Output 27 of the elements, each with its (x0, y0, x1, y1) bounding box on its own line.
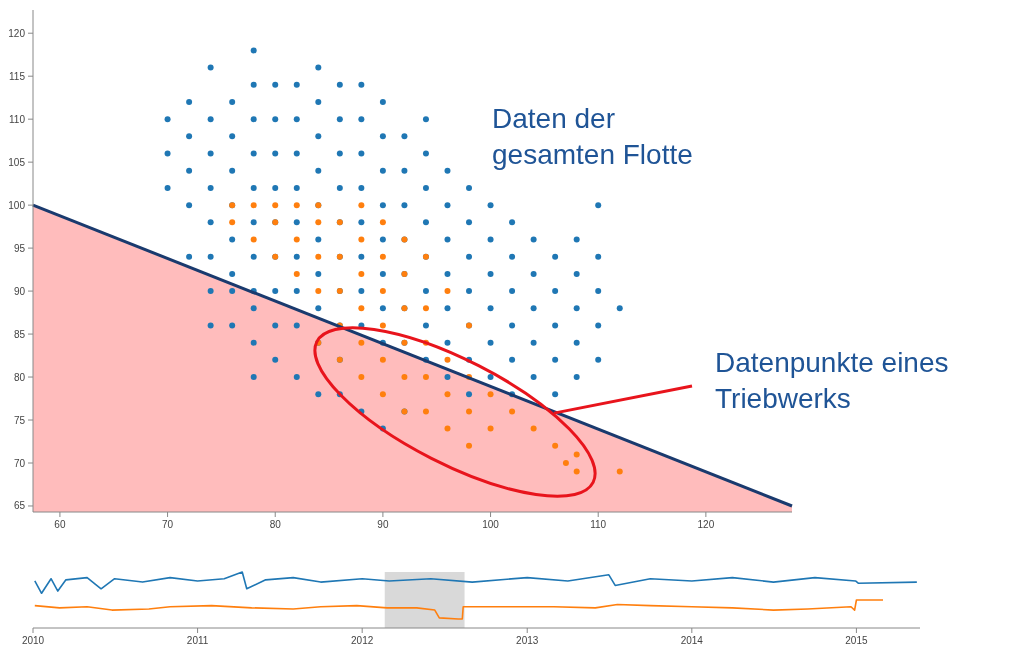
y-tick-label: 90 (13, 285, 26, 297)
x-tick-label: 60 (54, 519, 66, 530)
x-tick-label: 2015 (845, 635, 868, 646)
y-tick-label: 110 (9, 113, 26, 125)
annotation: Daten der gesamten Flotte (492, 103, 693, 170)
x-tick-label: 80 (269, 519, 282, 530)
y-tick-label: 65 (13, 500, 26, 512)
x-tick-label: 2011 (186, 635, 209, 646)
y-tick-label: 105 (8, 156, 26, 168)
x-tick-label: 90 (377, 519, 389, 530)
x-tick-label: 120 (697, 519, 715, 530)
y-tick-label: 70 (13, 457, 26, 469)
y-tick-label: 95 (13, 242, 26, 254)
annotation: Datenpunkte eines Triebwerks (715, 347, 949, 414)
y-tick-label: 80 (13, 371, 26, 383)
y-tick-label: 120 (8, 27, 26, 39)
y-tick-label: 75 (13, 414, 26, 426)
y-tick-label: 100 (8, 199, 26, 211)
x-tick-label: 2012 (351, 635, 374, 646)
x-tick-label: 2010 (21, 635, 45, 646)
x-tick-label: 70 (162, 519, 174, 530)
x-tick-label: 2014 (680, 635, 704, 646)
y-tick-label: 115 (9, 70, 26, 82)
x-tick-label: 100 (482, 519, 500, 530)
x-tick-label: 110 (590, 519, 607, 530)
y-tick-label: 85 (13, 328, 26, 340)
x-tick-label: 2013 (516, 635, 539, 646)
